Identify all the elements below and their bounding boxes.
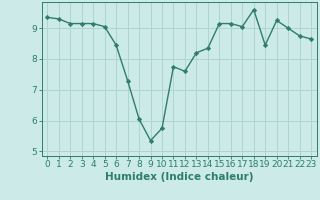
X-axis label: Humidex (Indice chaleur): Humidex (Indice chaleur) [105,172,253,182]
